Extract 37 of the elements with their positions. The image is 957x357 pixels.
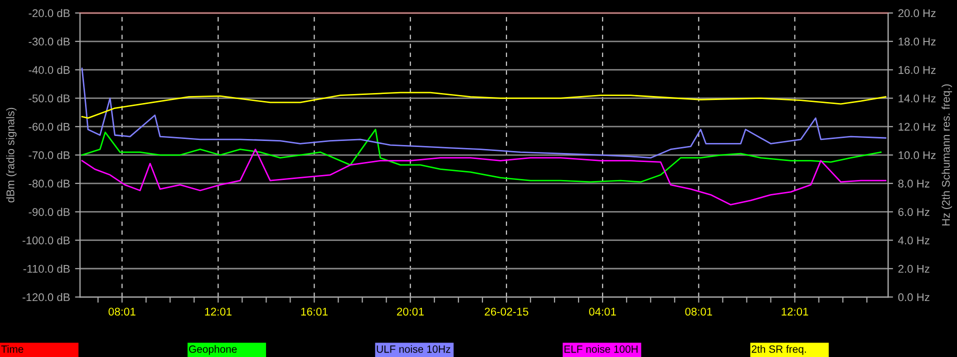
x-tick-label: 26-02-15 [484, 308, 528, 316]
y-tick-label: -120.0 dB [22, 293, 70, 302]
y-tick-label: -70.0 dB [28, 150, 70, 160]
text: 2th SR freq. [752, 345, 806, 355]
y2-tick-label: 12.0 Hz [898, 122, 936, 131]
x-tick-label: 16:01 [301, 308, 328, 316]
x-tick-label: 20:01 [397, 308, 424, 316]
y2-tick-label: 18.0 Hz [898, 38, 936, 46]
y2-tick-label: 16.0 Hz [898, 66, 936, 74]
y2-tick-label: 2.0 Hz [898, 264, 930, 273]
text: Time [1, 345, 24, 353]
x-tick-label: 04:01 [589, 308, 616, 316]
y-tick-label: -80.0 dB [28, 179, 70, 188]
y-tick-label: -40.0 dB [28, 66, 70, 74]
y2-tick-label: 10.0 Hz [898, 151, 936, 160]
y-tick-label: -60.0 dB [28, 122, 70, 131]
y-tick-label: -50.0 dB [28, 94, 70, 102]
y-tick-label: -20.0 dB [28, 8, 70, 18]
y-axis-title: dBm (radio signals) [6, 108, 17, 202]
y2-tick-label: 4.0 Hz [898, 236, 930, 244]
text: ULF noise 10Hz [376, 345, 450, 353]
y2-tick-label: 14.0 Hz [898, 94, 936, 102]
y2-tick-label: 20.0 Hz [898, 9, 936, 18]
y2-tick-label: 8.0 Hz [898, 180, 930, 188]
y2-axis-title: Hz (2th Schumann res. freq.) [942, 84, 952, 226]
y-tick-label: -110.0 dB [23, 264, 70, 273]
text: Geophone [189, 345, 237, 355]
y2-tick-label: 6.0 Hz [898, 208, 930, 216]
y-tick-label: -90.0 dB [28, 208, 70, 216]
x-tick-label: 12:01 [782, 308, 808, 316]
x-tick-label: 08:01 [685, 308, 712, 316]
x-tick-label: 08:01 [108, 308, 136, 316]
y-tick-label: -100.0 dB [22, 236, 70, 244]
text: ELF noise 100H [564, 345, 638, 353]
y2-tick-label: 0.0 Hz [898, 293, 930, 302]
x-tick-label: 12:01 [205, 308, 232, 316]
y-tick-label: -30.0 dB [28, 37, 70, 46]
